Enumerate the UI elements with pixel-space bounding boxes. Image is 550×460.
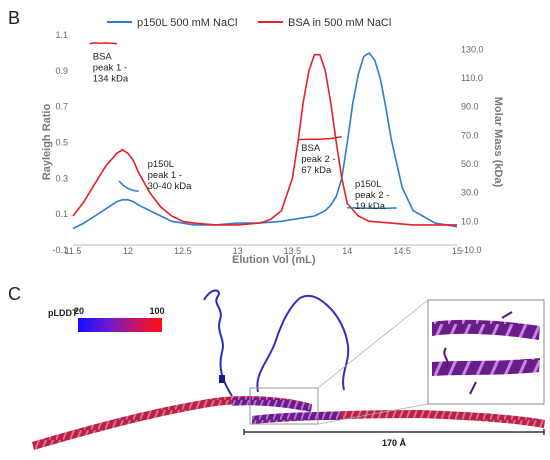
series-line-p150l — [72, 52, 458, 230]
zoom-region-box — [249, 387, 319, 425]
disordered-loop-1 — [203, 289, 233, 397]
inset-side-chains — [443, 311, 513, 395]
y2-tick-label: 70.0 — [461, 130, 479, 140]
x-tick-label: 15 — [452, 246, 462, 256]
y2-tick-label: 10.0 — [461, 216, 479, 226]
x-tick-label: 12 — [123, 246, 133, 256]
molar-mass-line-1 — [118, 180, 139, 192]
helix-center-segment — [232, 397, 312, 412]
y2-tick-label: 30.0 — [461, 188, 479, 198]
x-tick-label: 14 — [342, 246, 352, 256]
y2-axis-label: Molar Mass (kDa) — [492, 97, 504, 188]
colorbar-title: pLDDT — [48, 308, 78, 318]
x-tick-label: 14.5 — [393, 246, 411, 256]
colorbar-max-label: 100 — [149, 306, 164, 316]
x-tick-label: 12.5 — [174, 246, 192, 256]
series-lines — [72, 52, 458, 230]
y-tick-label: 0.1 — [55, 209, 68, 219]
y-tick-label: 0.3 — [55, 173, 68, 183]
scale-bar-label: 170 Å — [382, 438, 407, 448]
x-axis-ticks: 11.5 12 12.5 13 13.5 14 14.5 15 — [65, 246, 462, 256]
y2-tick-label: 110.0 — [461, 73, 483, 83]
y-tick-label: 0.5 — [55, 138, 68, 148]
series-line-bsa — [72, 53, 457, 226]
zoom-connector-top — [317, 299, 429, 389]
sec-mals-chart: -0.1 0.1 0.3 0.5 0.7 0.9 1.1 -10.0 10.0 30.0 50.0… — [41, 30, 504, 266]
legend-label-p150l: p150L 500 mM NaCl — [137, 17, 237, 29]
y-axis-label: Rayleigh Ratio — [41, 104, 53, 181]
inset-helix-bottom — [432, 358, 540, 376]
panel-c-label: C — [8, 284, 21, 304]
y2-tick-label: -10.0 — [461, 245, 482, 255]
y-tick-label: 0.7 — [55, 102, 68, 112]
chart-legend: p150L 500 mM NaCl BSA in 500 mM NaCl — [107, 17, 391, 29]
y-tick-label: -0.1 — [52, 245, 68, 255]
colorbar-gradient — [78, 318, 162, 332]
peak-annotation-4: p150L peak 2 -19 kDa — [355, 179, 389, 212]
zoom-connector-bottom — [317, 403, 429, 425]
peak-annotation-1: BSA peak 1 -134 kDa — [93, 51, 129, 84]
plddt-colorbar: pLDDT 20 100 — [48, 306, 165, 332]
molar-mass-line-4 — [347, 206, 397, 210]
protein-structure: 170 Å — [32, 289, 545, 450]
loop-strand — [219, 375, 225, 383]
y2-tick-label: 90.0 — [461, 102, 479, 112]
y-tick-label: 0.9 — [55, 66, 68, 76]
y2-tick-label: 130.0 — [461, 44, 484, 54]
peak-annotation-3: BSA peak 2 -67 kDa — [301, 143, 335, 176]
molar-mass-line-3 — [297, 136, 342, 141]
y-tick-label: 1.1 — [55, 30, 68, 40]
panel-b-label: B — [8, 8, 20, 28]
x-tick-label: 11.5 — [65, 246, 82, 256]
legend-label-bsa: BSA in 500 mM NaCl — [288, 17, 391, 29]
disordered-loop-2 — [256, 294, 350, 393]
y2-axis-ticks: -10.0 10.0 30.0 50.0 70.0 90.0 110.0 130.0 — [461, 44, 484, 255]
molar-mass-line-2 — [89, 42, 117, 45]
inset-helix-top — [432, 319, 540, 340]
peak-annotation-2: p150L peak 1 -30-40 kDa — [148, 159, 193, 192]
x-tick-label: 13.5 — [284, 246, 302, 256]
zoom-inset — [427, 299, 545, 405]
peak-annotations: BSA peak 1 -134 kDa p150L peak 1 -30-40 kDa… — [93, 51, 390, 212]
x-axis-label: Elution Vol (mL) — [232, 254, 316, 266]
colorbar-min-label: 20 — [74, 306, 84, 316]
x-tick-label: 13 — [233, 246, 243, 256]
molar-mass-lines — [89, 42, 397, 210]
y-axis-ticks: -0.1 0.1 0.3 0.5 0.7 0.9 1.1 — [52, 30, 68, 255]
y2-tick-label: 50.0 — [461, 159, 479, 169]
